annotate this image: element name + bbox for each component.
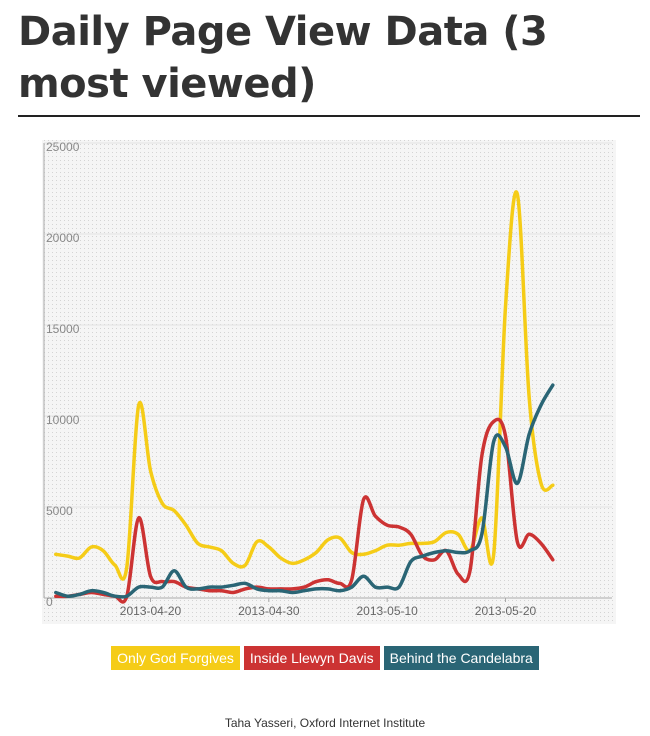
x-tick-label: 2013-04-20 [120,604,182,618]
x-tick-label: 2013-04-30 [238,604,300,618]
legend-item-inside-llewyn-davis[interactable]: Inside Llewyn Davis [243,646,380,670]
title-rule [18,115,640,117]
x-tick-label: 2013-05-20 [475,604,537,618]
y-tick-label: 15000 [46,322,80,336]
legend: Only God Forgives Inside Llewyn Davis Be… [0,646,650,670]
y-tick-label: 0 [46,595,53,609]
series-line-only-god-forgives [54,190,555,581]
credit-text: Taha Yasseri, Oxford Internet Institute [224,716,426,730]
legend-item-only-god-forgives[interactable]: Only God Forgives [111,646,240,670]
chart-svg: 0 5000 10000 15000 20000 25000 2013-04-20 2013-… [42,140,616,624]
y-tick-label: 25000 [46,140,80,154]
page-title: Daily Page View Data (3 most viewed) [18,9,548,107]
y-tick-label: 20000 [46,231,80,245]
series-line-behind-the-candelabra [54,383,555,599]
legend-item-behind-the-candelabra[interactable]: Behind the Candelabra [383,646,539,670]
y-tick-label: 5000 [46,504,73,518]
series-line-inside-llewyn-davis [54,417,555,604]
y-tick-label: 10000 [46,413,80,427]
x-tick-label: 2013-05-10 [356,604,418,618]
line-chart: 0 5000 10000 15000 20000 25000 2013-04-20 2013-… [42,140,616,624]
